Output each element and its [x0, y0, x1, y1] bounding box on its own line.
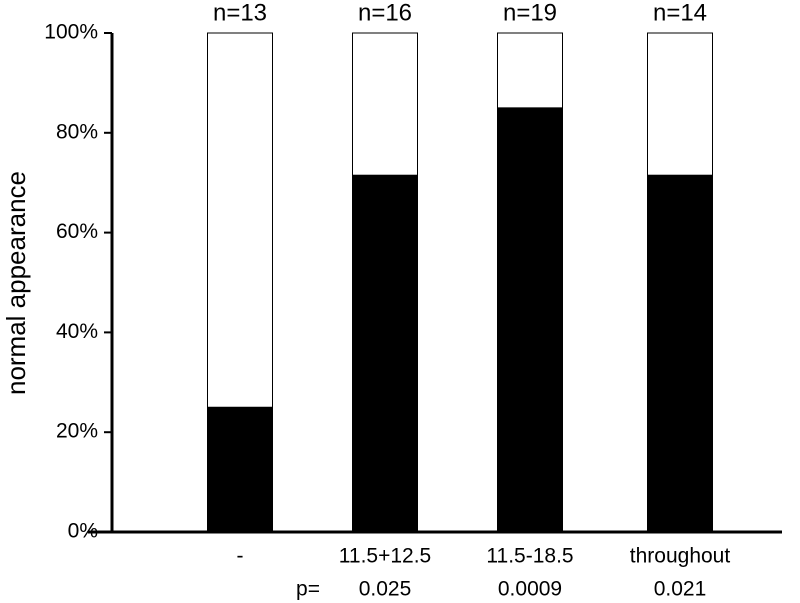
bar-segment — [352, 32, 418, 176]
p-value: 0.021 — [654, 578, 707, 601]
y-tick-label: 100% — [44, 21, 98, 44]
y-tick-label: 0% — [68, 520, 98, 543]
n-label: n=13 — [213, 0, 267, 26]
bar-segment — [647, 174, 713, 533]
bar-segment — [352, 174, 418, 533]
x-tick-label: - — [237, 545, 244, 568]
y-tick-label: 80% — [56, 120, 98, 143]
n-label: n=16 — [358, 0, 412, 26]
n-label: n=19 — [503, 0, 557, 26]
n-label: n=14 — [653, 0, 707, 26]
bar-segment — [497, 107, 563, 533]
p-value: 0.0009 — [498, 578, 562, 601]
bar-segment — [497, 32, 563, 109]
bar-segment — [647, 32, 713, 176]
p-prefix: p= — [296, 578, 320, 601]
x-tick-label: throughout — [630, 545, 731, 568]
y-tick-label: 20% — [56, 420, 98, 443]
bar-segment — [207, 406, 273, 533]
x-tick-label: 11.5+12.5 — [339, 545, 431, 568]
y-tick-label: 40% — [56, 320, 98, 343]
p-value: 0.025 — [359, 578, 412, 601]
bar-segment — [207, 32, 273, 408]
y-tick-label: 60% — [56, 220, 98, 243]
x-tick-label: 11.5-18.5 — [486, 545, 573, 568]
y-axis-label: normal appearance — [1, 171, 31, 395]
